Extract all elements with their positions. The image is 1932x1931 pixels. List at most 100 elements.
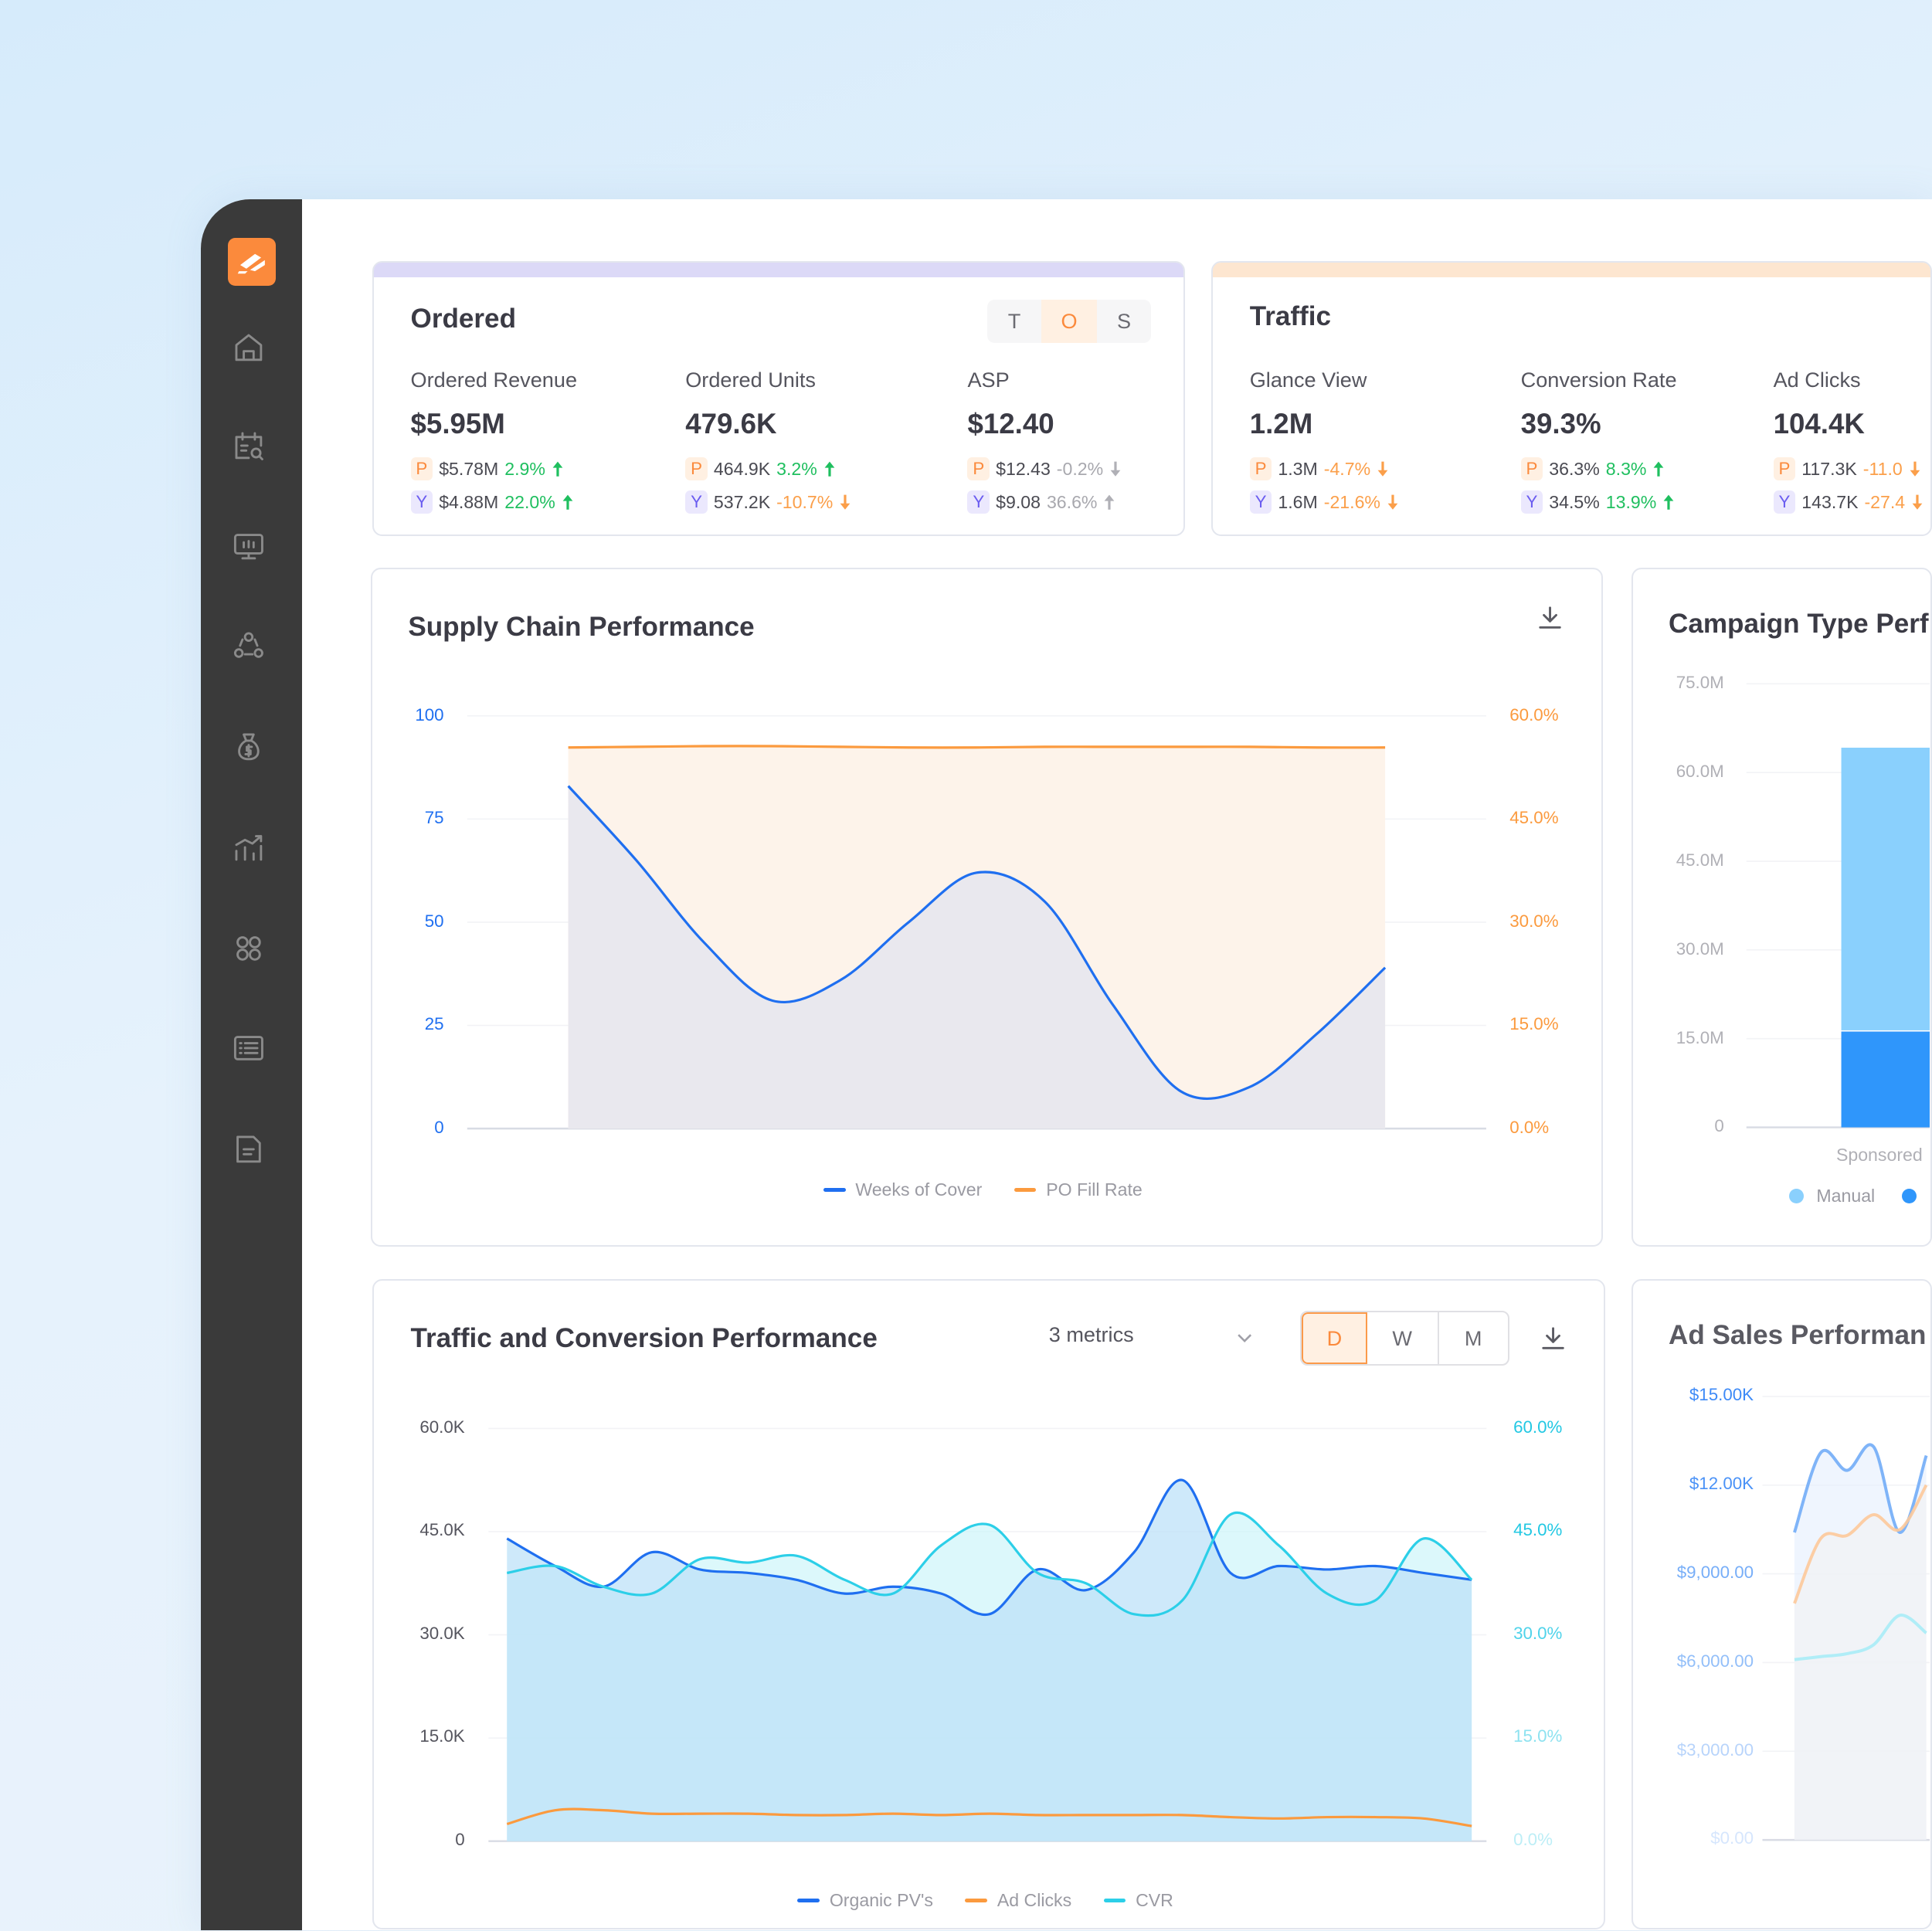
- calendar-search-icon: [235, 432, 264, 461]
- series-line: [506, 1511, 1472, 1617]
- y-right-tick: 30.0%: [1513, 1623, 1563, 1643]
- y-right-tick: 30.0%: [1509, 911, 1559, 931]
- supply-chain-title: Supply Chain Performance: [408, 611, 755, 642]
- period-m[interactable]: M: [1464, 1325, 1482, 1350]
- y-left-tick: 50: [424, 911, 444, 931]
- legend-swatch: [1014, 1187, 1037, 1192]
- y-left-tick: $0.00: [1710, 1828, 1754, 1848]
- sidebar-item-finance[interactable]: [230, 728, 267, 765]
- sidebar-item-presentation[interactable]: [230, 528, 267, 565]
- metric-label: Ordered Units: [685, 367, 816, 392]
- sidebar-item-document[interactable]: [230, 1131, 267, 1168]
- y-right-tick: 0.0%: [1509, 1118, 1550, 1138]
- y-left-tick: 25: [424, 1014, 444, 1034]
- traffic-download-button[interactable]: [1540, 1325, 1567, 1356]
- chart-svg: [467, 715, 1486, 1130]
- tag-p: P: [410, 457, 433, 481]
- legend-item[interactable]: CVR: [1103, 1890, 1173, 1911]
- sidebar-item-home[interactable]: [230, 329, 267, 366]
- toggle-s[interactable]: S: [1116, 308, 1132, 333]
- arrow-up-icon: [552, 461, 563, 477]
- network-icon: [234, 632, 264, 658]
- y-left-tick: 0: [455, 1829, 465, 1849]
- y-left-tick: $3,000.00: [1676, 1739, 1754, 1760]
- legend-dot: [1789, 1188, 1805, 1203]
- y-right-tick: 15.0%: [1509, 1014, 1559, 1034]
- sidebar-item-growth[interactable]: [230, 829, 267, 866]
- traffic-conversion-title: Traffic and Conversion Performance: [410, 1323, 878, 1354]
- comparison-year: Y $4.88M 22.0%: [410, 490, 574, 514]
- y-right-tick: 45.0%: [1509, 808, 1559, 828]
- legend-item[interactable]: Weeks of Cover: [823, 1179, 982, 1200]
- toggle-o[interactable]: O: [1041, 299, 1097, 343]
- comparison-value: 464.9K: [713, 458, 771, 479]
- tag-y: Y: [1249, 490, 1272, 514]
- bar-segment[interactable]: [1841, 1031, 1930, 1128]
- toggle-t[interactable]: T: [1007, 308, 1021, 333]
- comparison-value: $9.08: [996, 491, 1041, 512]
- home-icon: [235, 334, 263, 361]
- arrow-down-icon: [840, 494, 851, 510]
- sidebar-item-list[interactable]: [230, 1030, 267, 1067]
- supply-download-button[interactable]: [1536, 604, 1564, 635]
- y-right-tick: 0.0%: [1513, 1829, 1553, 1849]
- arrow-up-icon: [1654, 461, 1664, 477]
- tag-y: Y: [1520, 490, 1543, 514]
- series-line: [506, 1478, 1472, 1616]
- y-right-tick: 60.0%: [1509, 704, 1559, 725]
- legend-item[interactable]: Organic PV's: [797, 1890, 933, 1911]
- chevron-down-icon: [1238, 1333, 1252, 1342]
- chart-legend: Weeks of Cover PO Fill Rate: [823, 1179, 1165, 1200]
- sidebar-item-network[interactable]: [230, 627, 267, 664]
- period-d[interactable]: D: [1302, 1312, 1367, 1365]
- traffic-card: Traffic Glance View 1.2M P 1.3M -4.7% Y 1.6M -2…: [1210, 261, 1932, 536]
- y-tick: 45.0M: [1676, 850, 1724, 870]
- ad-sales-title: Ad Sales Performan: [1669, 1319, 1927, 1350]
- command-icon: [236, 936, 261, 961]
- presentation-chart-icon: [234, 533, 264, 559]
- ordered-band: [373, 263, 1184, 278]
- comparison-previous: P 464.9K 3.2%: [685, 457, 835, 481]
- logo[interactable]: [228, 237, 277, 287]
- comparison-change: 36.6%: [1046, 491, 1098, 512]
- sidebar-item-apps[interactable]: [230, 930, 267, 967]
- traffic-title: Traffic: [1249, 300, 1331, 331]
- chart-svg: [488, 1427, 1486, 1842]
- comparison-value: 34.5%: [1549, 491, 1600, 512]
- legend-label: Manual: [1816, 1185, 1876, 1206]
- comparison-value: $4.88M: [439, 491, 499, 512]
- legend-swatch: [823, 1187, 846, 1192]
- comparison-change: -4.7%: [1323, 458, 1371, 479]
- legend-swatch: [797, 1899, 820, 1903]
- traffic-band: [1212, 263, 1930, 278]
- comparison-change: 8.3%: [1605, 458, 1647, 479]
- y-left-tick: 30.0K: [419, 1623, 465, 1643]
- y-tick: 0: [1714, 1116, 1724, 1136]
- logo-icon: [237, 253, 265, 274]
- comparison-change: -10.7%: [776, 491, 834, 512]
- legend-swatch: [965, 1899, 988, 1903]
- sidebar-item-calendar[interactable]: [230, 427, 267, 464]
- comparison-value: 1.6M: [1278, 491, 1318, 512]
- metrics-select[interactable]: 3 metrics: [1049, 1322, 1254, 1354]
- comparison-change: -11.0: [1862, 458, 1903, 479]
- arrow-up-icon: [562, 494, 573, 510]
- supply-chain-card: Supply Chain Performance 100 75 50 25 0 60.0%…: [371, 568, 1604, 1247]
- comparison-change: 2.9%: [504, 458, 545, 479]
- bar-segment[interactable]: [1841, 748, 1930, 1031]
- legend-label: Organic PV's: [829, 1890, 933, 1911]
- chart-legend: Organic PV's Ad Clicks CVR: [797, 1890, 1195, 1911]
- ad-sales-card: Ad Sales Performan $15.00K $12.00K $9,000.…: [1631, 1278, 1932, 1929]
- growth-chart-icon: [235, 835, 263, 861]
- legend-item[interactable]: Ad Clicks: [965, 1890, 1071, 1911]
- arrow-down-icon: [1912, 494, 1923, 510]
- legend-label: PO Fill Rate: [1046, 1179, 1143, 1200]
- period-w[interactable]: W: [1367, 1312, 1439, 1365]
- legend-label: Weeks of Cover: [855, 1179, 983, 1200]
- legend-item[interactable]: PO Fill Rate: [1014, 1179, 1143, 1200]
- y-tick: 60.0M: [1676, 762, 1724, 782]
- chart-legend: Manual: [1789, 1186, 1917, 1206]
- y-tick: 30.0M: [1676, 938, 1724, 959]
- arrow-down-icon: [1110, 461, 1121, 477]
- comparison-previous: P 117.3K -11.0: [1773, 457, 1921, 481]
